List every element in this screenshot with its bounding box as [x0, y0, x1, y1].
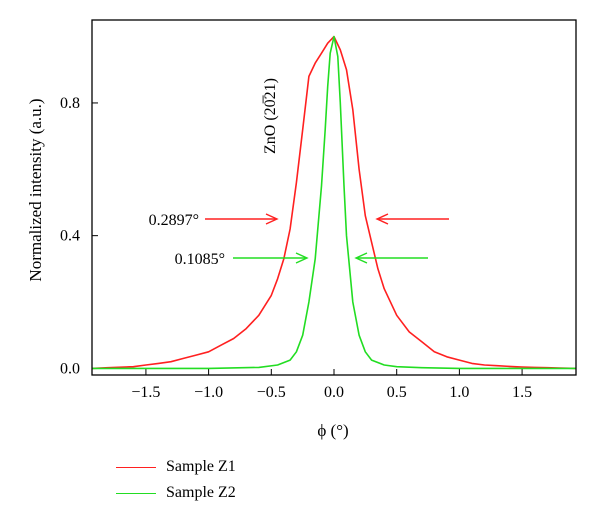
annotation-zno-plane: ZnO (20̅21) [262, 78, 279, 154]
annotation-fwhm-z1: 0.2897° [149, 212, 199, 229]
x-axis-label: ϕ (°) [317, 421, 348, 440]
x-tick-label: −1.0 [194, 384, 223, 401]
z1-left-arrow [205, 213, 279, 225]
y-tick-label: 0.8 [60, 95, 80, 112]
y-axis-label: Normalized intensity (a.u.) [26, 98, 45, 281]
x-tick-label: −1.5 [131, 384, 160, 401]
legend-swatch-z2 [116, 492, 156, 494]
plot-frame [91, 19, 577, 376]
legend-item-z2: Sample Z2 [116, 480, 236, 506]
x-tick-label: 1.5 [512, 384, 532, 401]
annotation-fwhm-z2: 0.1085° [175, 251, 225, 268]
legend-label-z1: Sample Z1 [166, 458, 236, 475]
series-line-1 [91, 35, 577, 370]
legend-swatch-z1 [116, 466, 156, 468]
y-tick-label: 0.4 [60, 228, 80, 245]
legend: Sample Z1 Sample Z2 [116, 454, 236, 506]
series-layer [91, 35, 577, 370]
legend-item-z1: Sample Z1 [116, 454, 236, 480]
ticks-layer: −1.5 −1.0 −0.5 0.0 0.5 1.0 1.5 0.0 0.4 0.8 [60, 95, 532, 401]
legend-label-z2: Sample Z2 [166, 484, 236, 501]
x-tick-label: 0.5 [387, 384, 407, 401]
x-tick-label: −0.5 [257, 384, 286, 401]
series-line-2 [92, 35, 576, 370]
z1-right-arrow [375, 213, 449, 225]
fwhm-arrows [205, 213, 449, 264]
x-tick-label: 0.0 [324, 384, 344, 401]
y-tick-label: 0.0 [60, 360, 80, 377]
x-tick-label: 1.0 [449, 384, 469, 401]
z2-right-arrow [354, 252, 428, 264]
z2-left-arrow [233, 252, 309, 264]
